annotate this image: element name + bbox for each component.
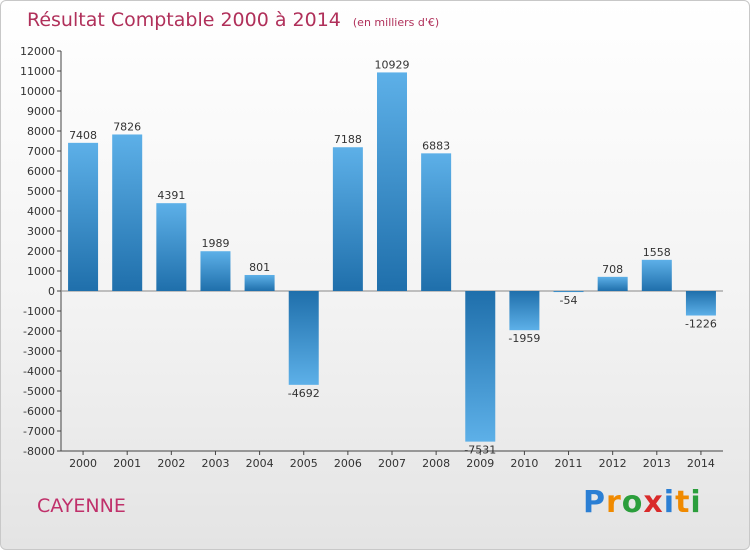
- bar: [597, 276, 628, 291]
- x-tick-label: 2009: [466, 457, 494, 470]
- brand-letter: x: [643, 485, 664, 520]
- x-tick-label: 2002: [157, 457, 185, 470]
- bar: [641, 259, 672, 291]
- title-row: Résultat Comptable 2000 à 2014 (en milli…: [27, 9, 439, 31]
- y-tick-label: 4000: [27, 205, 55, 218]
- brand-letter: o: [621, 485, 644, 520]
- brand-letter: r: [606, 485, 622, 520]
- data-label: -1226: [685, 318, 717, 331]
- y-tick-label: 0: [48, 285, 55, 298]
- data-label: -7531: [464, 444, 496, 457]
- y-tick-label: 10000: [20, 85, 55, 98]
- y-tick-label: 12000: [20, 45, 55, 58]
- x-tick-label: 2006: [334, 457, 362, 470]
- y-tick-label: 2000: [27, 245, 55, 258]
- x-tick-label: 2013: [643, 457, 671, 470]
- data-label: 7826: [113, 120, 141, 133]
- bar: [68, 142, 99, 291]
- brand-letter: i: [663, 485, 676, 520]
- y-tick-label: -1000: [23, 305, 55, 318]
- bar: [509, 291, 540, 331]
- data-label: 4391: [157, 189, 185, 202]
- y-tick-label: -7000: [23, 425, 55, 438]
- x-tick-label: 2012: [599, 457, 627, 470]
- x-tick-label: 2000: [69, 457, 97, 470]
- x-tick-label: 2014: [687, 457, 715, 470]
- x-tick-label: 2001: [113, 457, 141, 470]
- bar: [244, 274, 275, 291]
- data-label: 10929: [375, 58, 410, 71]
- y-tick-label: -3000: [23, 345, 55, 358]
- y-tick-label: 11000: [20, 65, 55, 78]
- bar: [288, 291, 319, 385]
- data-label: 801: [249, 261, 270, 274]
- data-label: 7188: [334, 133, 362, 146]
- brand-letter: i: [690, 485, 702, 520]
- x-tick-label: 2007: [378, 457, 406, 470]
- x-tick-label: 2011: [555, 457, 583, 470]
- chart-subtitle: (en milliers d'€): [352, 16, 440, 29]
- data-label: 6883: [422, 139, 450, 152]
- data-label: -4692: [288, 387, 320, 400]
- brand-logo: Proxiti: [583, 485, 702, 520]
- y-tick-label: 1000: [27, 265, 55, 278]
- data-label: 1558: [643, 246, 671, 259]
- bar: [156, 203, 187, 291]
- y-tick-label: 7000: [27, 145, 55, 158]
- bar: [377, 72, 407, 291]
- bar: [200, 251, 231, 291]
- city-name: CAYENNE: [37, 495, 126, 517]
- bar: [421, 153, 452, 291]
- bar: [553, 291, 584, 293]
- y-tick-label: -5000: [23, 385, 55, 398]
- data-labels: 7408 7826 4391 1989 801 -4692 7188 10929 6883 -75…: [69, 58, 717, 456]
- bar: [112, 134, 143, 291]
- y-tick-label: 6000: [27, 165, 55, 178]
- x-tick-label: 2010: [510, 457, 538, 470]
- x-axis: 2000 2001 2002 2003 2004 2005 2006 2007 2008 2009…: [61, 290, 723, 470]
- data-label: -54: [560, 294, 578, 307]
- data-label: 7408: [69, 129, 97, 142]
- x-tick-label: 2003: [201, 457, 229, 470]
- data-label: 1989: [201, 237, 229, 250]
- bar: [332, 147, 363, 291]
- y-tick-label: -6000: [23, 405, 55, 418]
- bar: [685, 291, 716, 316]
- y-tick-label: -2000: [23, 325, 55, 338]
- x-tick-label: 2005: [290, 457, 318, 470]
- bars: [68, 72, 716, 442]
- y-tick-label: 5000: [27, 185, 55, 198]
- brand-letter: P: [583, 485, 606, 520]
- x-tick-label: 2004: [246, 457, 274, 470]
- y-tick-label: -4000: [23, 365, 55, 378]
- y-tick-label: -8000: [23, 445, 55, 458]
- data-label: -1959: [508, 332, 540, 345]
- x-tick-label: 2008: [422, 457, 450, 470]
- y-tick-label: 3000: [27, 225, 55, 238]
- y-tick-label: 9000: [27, 105, 55, 118]
- data-label: 708: [602, 263, 623, 276]
- brand-letter: t: [675, 485, 691, 520]
- chart-title: Résultat Comptable 2000 à 2014: [27, 9, 341, 31]
- y-axis: 1200011000100009000800070006000500040003…: [20, 45, 62, 458]
- y-tick-label: 8000: [27, 125, 55, 138]
- bar: [465, 291, 496, 442]
